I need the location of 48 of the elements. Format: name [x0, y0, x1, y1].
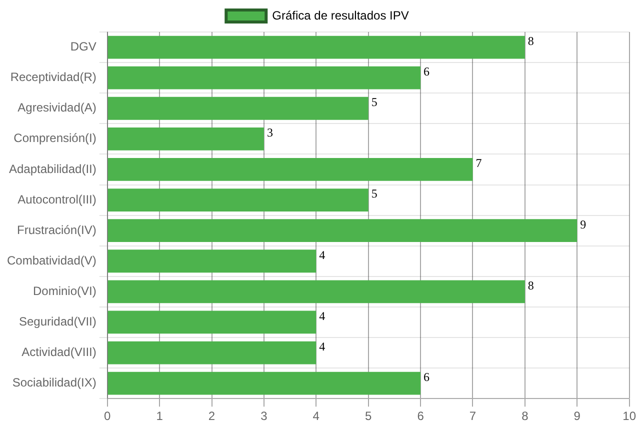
bar [108, 280, 525, 304]
legend-label: Gráfica de resultados IPV [272, 8, 409, 22]
x-tick-label: 7 [469, 409, 476, 424]
data-label: 7 [476, 156, 482, 170]
y-tick-label: DGV [70, 40, 96, 54]
y-tick-label: Receptividad(R) [10, 70, 96, 84]
x-tick-label: 5 [365, 409, 372, 424]
data-label: 4 [319, 248, 326, 262]
bar [108, 66, 421, 90]
data-label: 5 [371, 95, 378, 110]
bar [108, 372, 421, 395]
y-tick-label: Actividad(VIII) [22, 345, 96, 360]
data-label: 5 [371, 186, 378, 201]
x-tick-label: 1 [156, 409, 164, 424]
y-tick-label: Autocontrol(III) [18, 192, 96, 206]
bar [108, 158, 473, 181]
y-tick-label: Frustración(IV) [17, 222, 96, 237]
data-label: 8 [528, 278, 534, 292]
x-tick-label: 6 [417, 409, 424, 424]
data-label: 3 [266, 126, 273, 140]
x-tick-label: 2 [208, 409, 216, 424]
y-tick-label: Sociabilidad(IX) [12, 376, 96, 390]
data-label: 4 [319, 308, 326, 323]
x-tick-label: 3 [260, 409, 268, 424]
data-label: 6 [424, 370, 430, 384]
y-tick-label: Agresividad(A) [18, 100, 96, 115]
x-tick-label: 9 [574, 409, 581, 424]
y-tick-label: Adaptabilidad(II) [8, 162, 96, 176]
bar [108, 36, 525, 59]
x-tick-label: 0 [104, 409, 112, 424]
data-label: 6 [424, 64, 430, 79]
bar [108, 250, 316, 273]
x-tick-label: 10 [622, 409, 636, 424]
y-tick-label: Combatividad(V) [6, 253, 96, 268]
x-tick-label: 8 [522, 409, 529, 424]
y-tick-label: Dominio(VI) [33, 284, 96, 298]
bar [108, 310, 316, 334]
data-label: 8 [528, 34, 534, 48]
x-tick-label: 4 [312, 409, 320, 424]
bar [108, 127, 264, 150]
bar [108, 96, 368, 120]
bar [108, 219, 578, 242]
y-tick-label: Seguridad(VII) [18, 314, 96, 329]
data-label: 9 [580, 217, 586, 232]
y-tick-label: Comprensión(I) [14, 131, 96, 146]
bar [108, 188, 368, 212]
bar [108, 341, 316, 364]
data-label: 4 [319, 339, 326, 354]
